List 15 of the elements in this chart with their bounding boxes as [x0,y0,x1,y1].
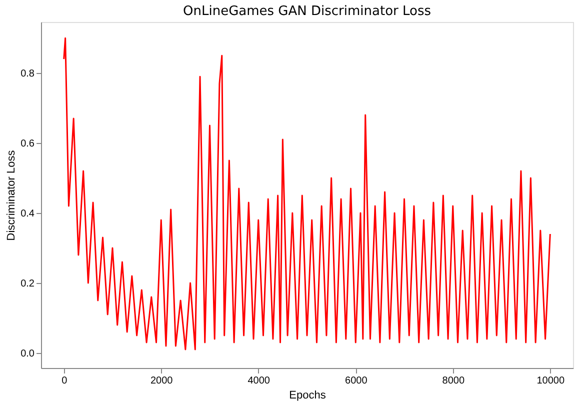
y-tick-label: 0.4 [20,208,35,220]
y-tick-label: 0.6 [20,138,35,150]
y-tick-label: 0.8 [20,68,35,80]
x-axis-title: Epochs [289,390,326,402]
y-tick-label: 0.0 [20,348,35,360]
line-series [63,37,551,350]
x-tick-label: 6000 [345,376,368,386]
chart-title: OnLineGames GAN Discriminator Loss [182,4,432,19]
y-tick-label: 0.2 [20,278,35,290]
x-tick-label: 2000 [150,376,174,386]
y-axis-title: Discriminator Loss [6,150,18,241]
x-tick-label: 4000 [248,376,270,386]
x-tick-label: 0 [62,376,68,386]
x-tick-label: 8000 [442,376,465,386]
x-tick-label: 10000 [536,376,565,386]
